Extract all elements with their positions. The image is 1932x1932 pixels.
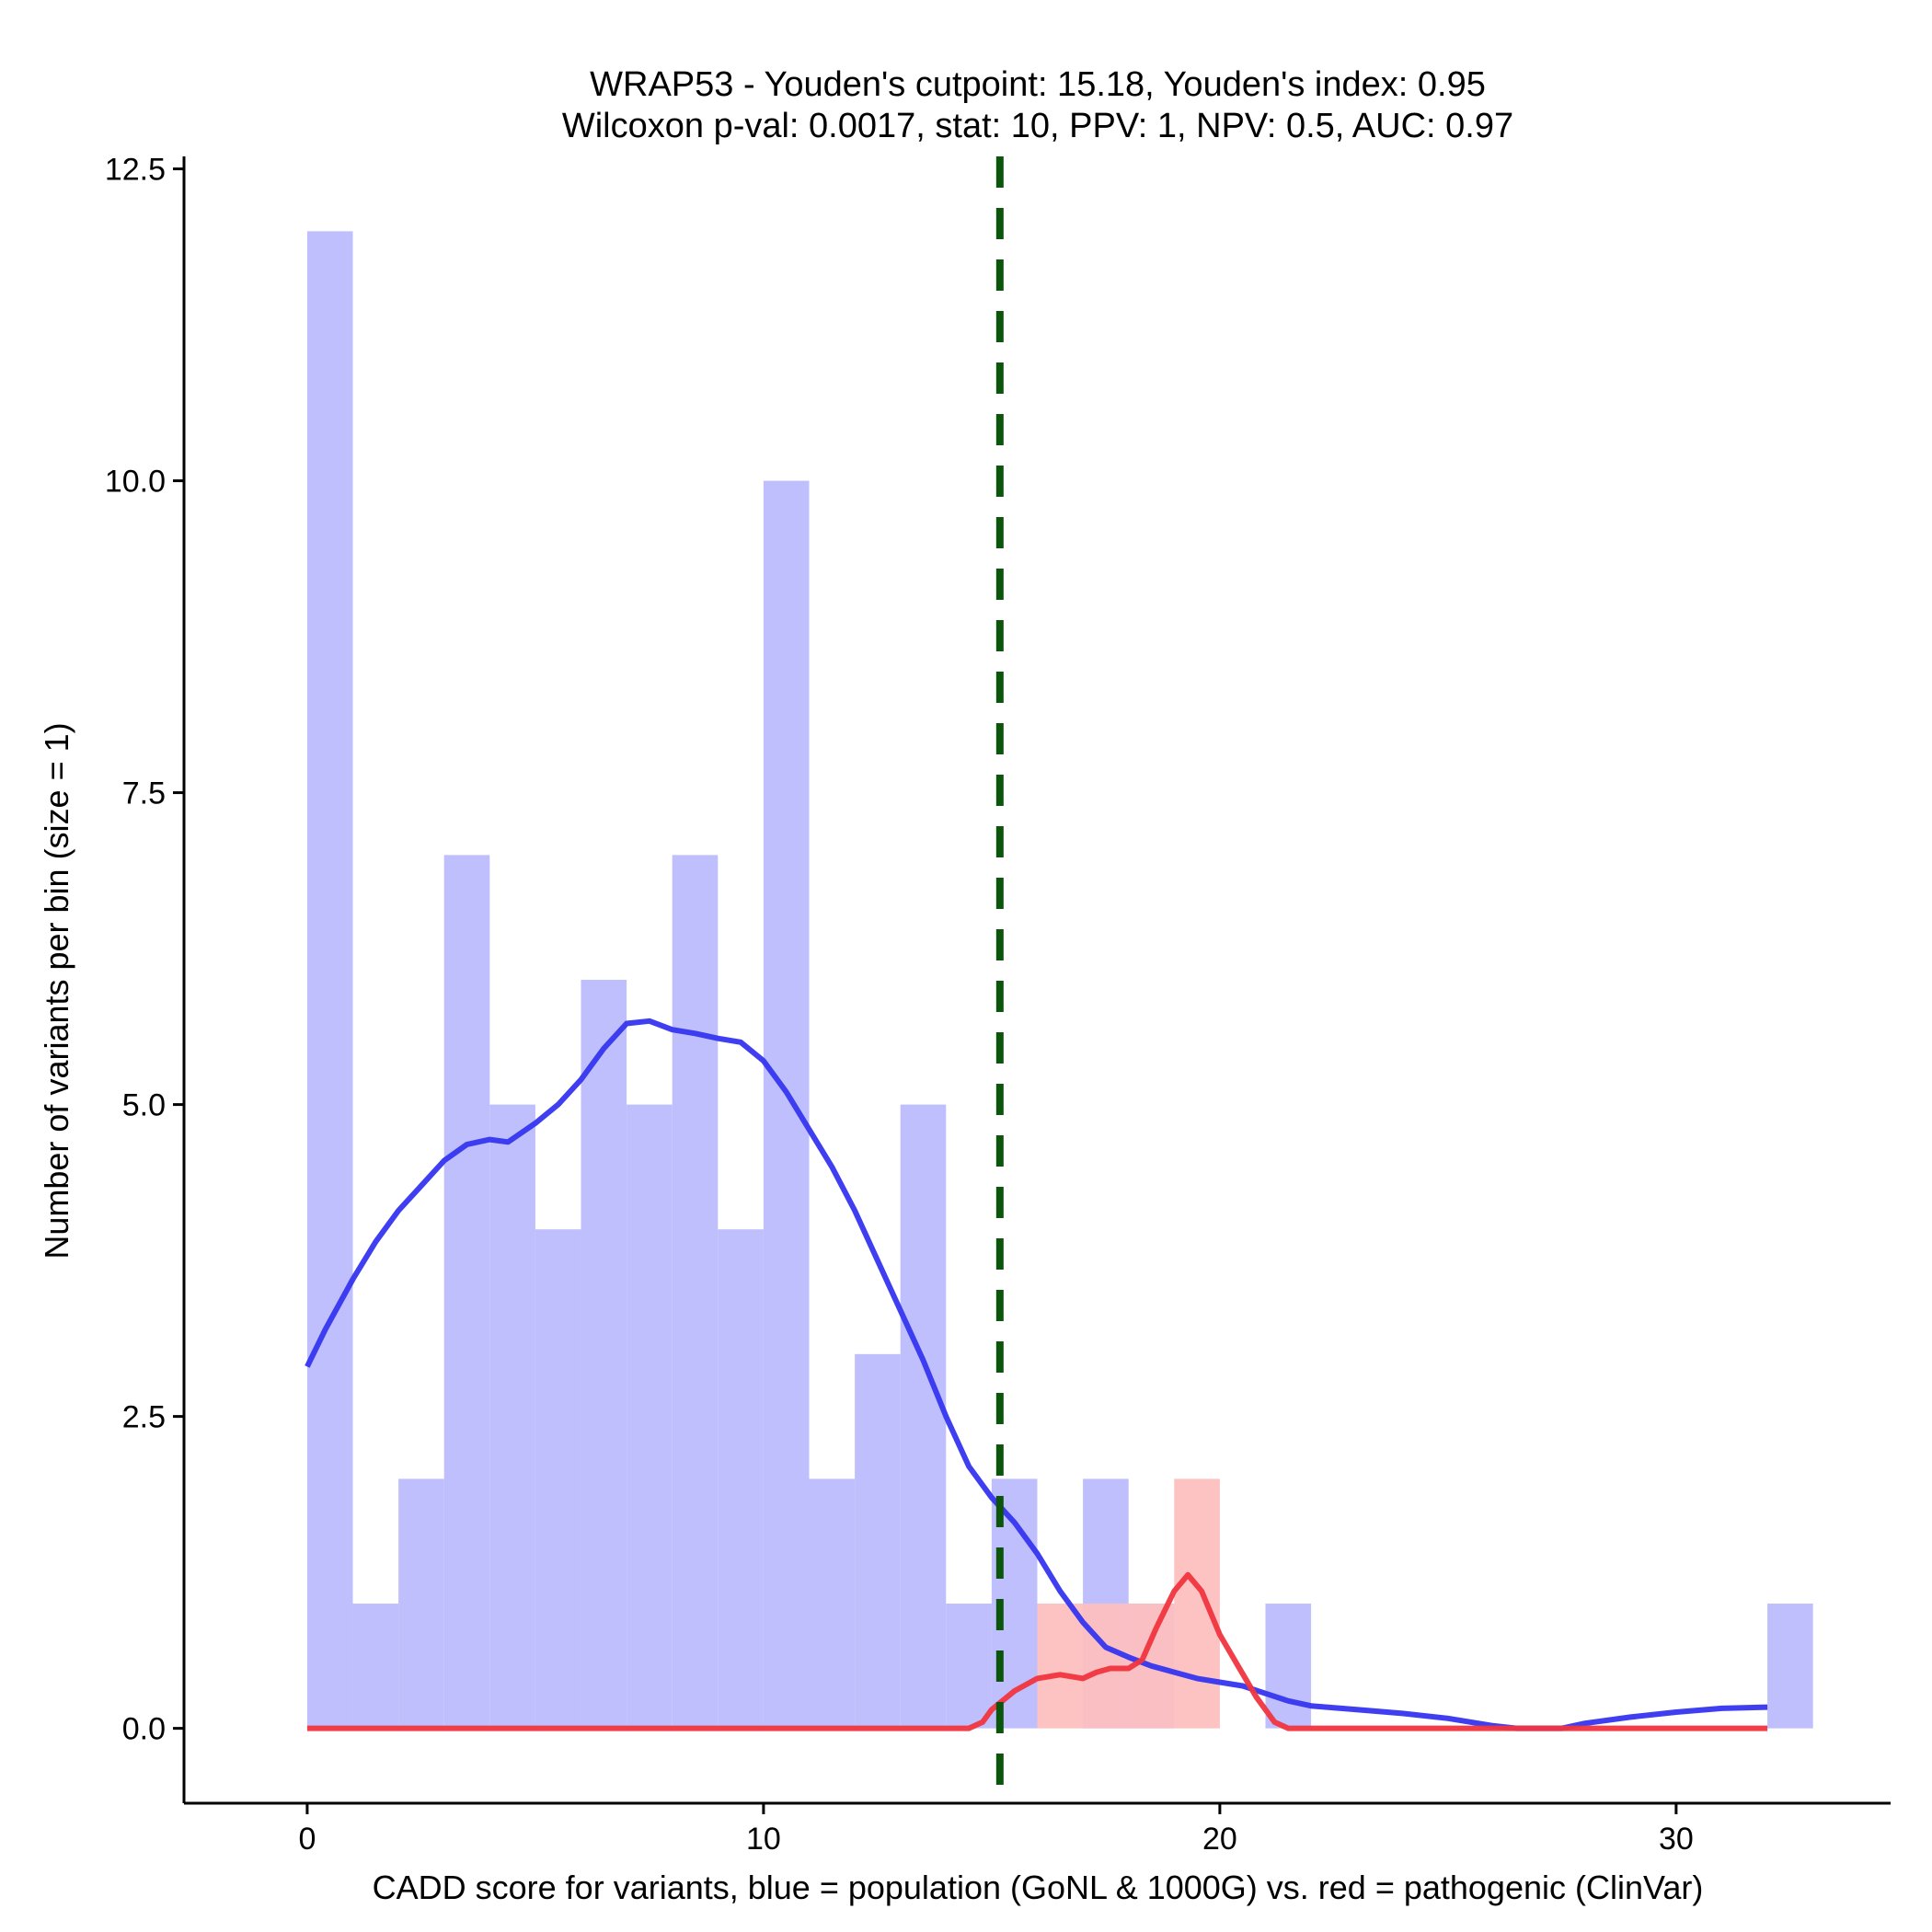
x-tick-label: 30 (1659, 1822, 1694, 1857)
x-tick-label: 0 (298, 1822, 316, 1857)
population-bar (352, 1604, 399, 1729)
population-bar (581, 980, 627, 1729)
population-bar (398, 1478, 444, 1729)
population-bar (1265, 1604, 1312, 1729)
y-tick-label: 10.0 (105, 465, 166, 500)
chart-subtitle: Wilcoxon p-val: 0.0017, stat: 10, PPV: 1… (562, 107, 1513, 145)
population-bar (809, 1478, 856, 1729)
x-axis-label: CADD score for variants, blue = populati… (373, 1869, 1704, 1906)
x-tick-label: 10 (746, 1822, 781, 1857)
population-bar (946, 1604, 992, 1729)
y-tick-label: 2.5 (122, 1400, 166, 1435)
population-bar (535, 1229, 581, 1729)
pathogenic-bars (1037, 1478, 1220, 1729)
x-tick-label: 20 (1202, 1822, 1237, 1857)
y-tick-label: 5.0 (122, 1088, 166, 1123)
population-bar (763, 480, 810, 1729)
y-tick-label: 0.0 (122, 1712, 166, 1747)
pathogenic-density-line (306, 1571, 1768, 1731)
population-bar (443, 855, 490, 1729)
population-bar (306, 231, 353, 1729)
population-bar (672, 855, 719, 1729)
chart-title: WRAP53 - Youden's cutpoint: 15.18, Youde… (590, 65, 1486, 104)
population-bar (718, 1229, 764, 1729)
axes: 0.0 2.5 5.0 7.5 10.0 12.5 0 10 20 30 (105, 153, 1891, 1857)
population-bar (1767, 1604, 1813, 1729)
population-bar (855, 1353, 901, 1729)
y-tick-label: 12.5 (105, 153, 166, 188)
y-tick-label: 7.5 (122, 776, 166, 811)
population-bar (900, 1104, 947, 1729)
density-curves (305, 156, 1768, 1803)
y-axis-label: Number of variants per bin (size = 1) (38, 722, 75, 1259)
pathogenic-bar (1174, 1478, 1220, 1729)
population-bar (627, 1104, 673, 1729)
population-bar (489, 1104, 535, 1729)
pathogenic-bar (1037, 1604, 1084, 1729)
population-bars (306, 231, 1813, 1729)
population-density-line (305, 1018, 1768, 1731)
